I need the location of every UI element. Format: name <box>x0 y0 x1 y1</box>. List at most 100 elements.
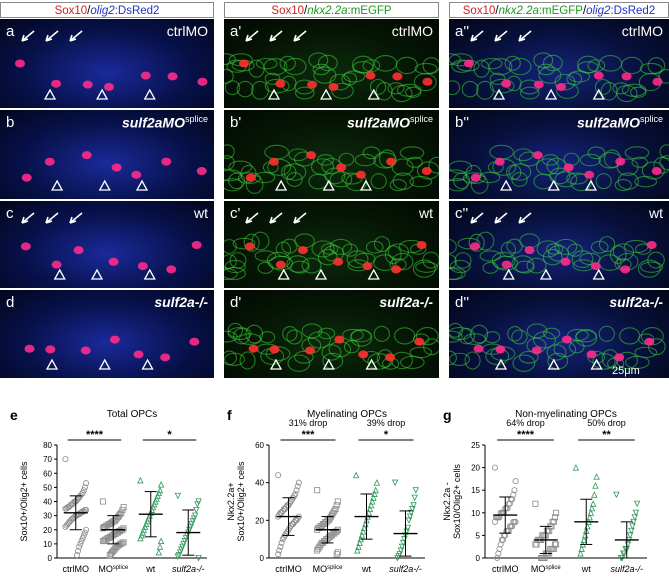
nucleus <box>269 345 280 354</box>
condition-superscript: splice <box>184 114 208 124</box>
cell-membrane <box>294 350 314 364</box>
cell-membrane <box>255 57 278 70</box>
cell-membrane <box>346 250 369 269</box>
nucleus <box>652 77 663 86</box>
header-part: Sox10 <box>54 5 88 17</box>
cell-membrane <box>546 344 567 361</box>
data-point <box>511 487 518 494</box>
cell-membrane <box>468 233 485 252</box>
nucleus <box>620 265 631 274</box>
cell-membrane <box>634 346 658 359</box>
nucleus <box>586 350 597 359</box>
cell-membrane <box>311 240 335 258</box>
cell-membrane <box>399 146 425 160</box>
arrowhead-marker <box>98 358 111 370</box>
data-point <box>276 547 283 554</box>
arrowhead-marker <box>143 268 156 280</box>
cell-membrane <box>227 326 252 341</box>
cell-membrane <box>549 167 571 185</box>
nucleus <box>161 157 172 166</box>
panel-label: d <box>6 294 15 311</box>
cell-membrane <box>519 86 540 100</box>
cell-membrane <box>288 148 309 162</box>
cell-membrane <box>245 324 264 344</box>
x-tick-part: MO <box>313 564 328 574</box>
cell-membrane <box>227 322 243 338</box>
cell-membrane <box>352 61 374 74</box>
nucleus <box>297 246 308 255</box>
cell-membrane <box>577 61 599 74</box>
data-point <box>491 518 498 525</box>
cell-membrane <box>321 344 342 361</box>
data-point <box>75 547 82 554</box>
cell-membrane <box>449 352 470 366</box>
cell-membrane <box>409 346 433 359</box>
nucleus <box>275 260 286 269</box>
nucleus <box>615 157 626 166</box>
cell-membrane <box>519 233 540 249</box>
cell-membrane <box>406 156 423 168</box>
y-tick-label: 80 <box>43 441 52 450</box>
nucleus <box>307 80 318 89</box>
cell-membrane <box>308 52 329 69</box>
nucleus <box>305 346 316 355</box>
cell-membrane <box>395 56 418 75</box>
arrow-marker <box>69 30 83 42</box>
arrowhead-marker <box>359 179 373 191</box>
cell-membrane <box>224 239 237 254</box>
data-point <box>174 492 182 500</box>
header-part: / <box>304 5 308 17</box>
data-point <box>78 538 85 545</box>
x-tick-label: wt <box>145 564 155 574</box>
significance-stars: **** <box>517 429 535 441</box>
data-point <box>512 478 519 485</box>
nucleus <box>111 163 122 172</box>
nucleus <box>51 260 62 269</box>
nucleus <box>469 242 480 251</box>
data-point <box>193 506 200 514</box>
cell-membrane <box>587 350 606 364</box>
arrowhead-marker <box>367 88 380 100</box>
cell-membrane <box>342 243 358 257</box>
arrowhead-marker <box>135 179 149 191</box>
data-point <box>137 476 144 484</box>
nucleus <box>137 262 148 271</box>
data-point <box>62 505 69 512</box>
chart-panel-label: g <box>443 407 452 423</box>
data-point <box>587 509 595 516</box>
drop-annotation: 64% drop <box>506 418 545 428</box>
cell-membrane <box>415 327 439 346</box>
chart-title: Myelinating OPCs <box>307 409 387 420</box>
y-tick-label: 40 <box>255 479 264 488</box>
drop-annotation: 50% drop <box>587 418 626 428</box>
cell-membrane <box>394 327 416 345</box>
cell-membrane <box>350 329 372 343</box>
nucleus <box>334 335 345 344</box>
cell-membrane <box>428 156 439 174</box>
header-part: / <box>495 5 499 17</box>
cell-membrane <box>504 55 521 71</box>
nucleus <box>533 80 544 89</box>
arrow-marker <box>269 212 283 224</box>
nucleus <box>45 345 56 354</box>
header-part: / <box>87 5 91 17</box>
data-point <box>315 545 322 552</box>
nucleus <box>15 59 25 68</box>
cell-membrane <box>637 259 661 278</box>
cell-membrane <box>535 158 560 176</box>
nucleus <box>245 173 256 182</box>
micrograph-panel: d sulf2a-/- <box>0 290 214 378</box>
data-point <box>194 501 201 508</box>
arrow-marker <box>518 212 532 224</box>
cell-membrane <box>400 355 425 369</box>
cell-membrane <box>575 329 597 343</box>
cell-membrane <box>283 57 307 76</box>
arrowhead-marker <box>98 179 111 191</box>
data-point <box>354 546 361 554</box>
cell-membrane <box>556 82 579 99</box>
data-point <box>397 547 405 554</box>
cell-membrane <box>310 158 335 176</box>
nucleus <box>473 344 484 353</box>
panel-condition: ctrlMO <box>391 23 433 39</box>
nucleus <box>392 72 403 81</box>
